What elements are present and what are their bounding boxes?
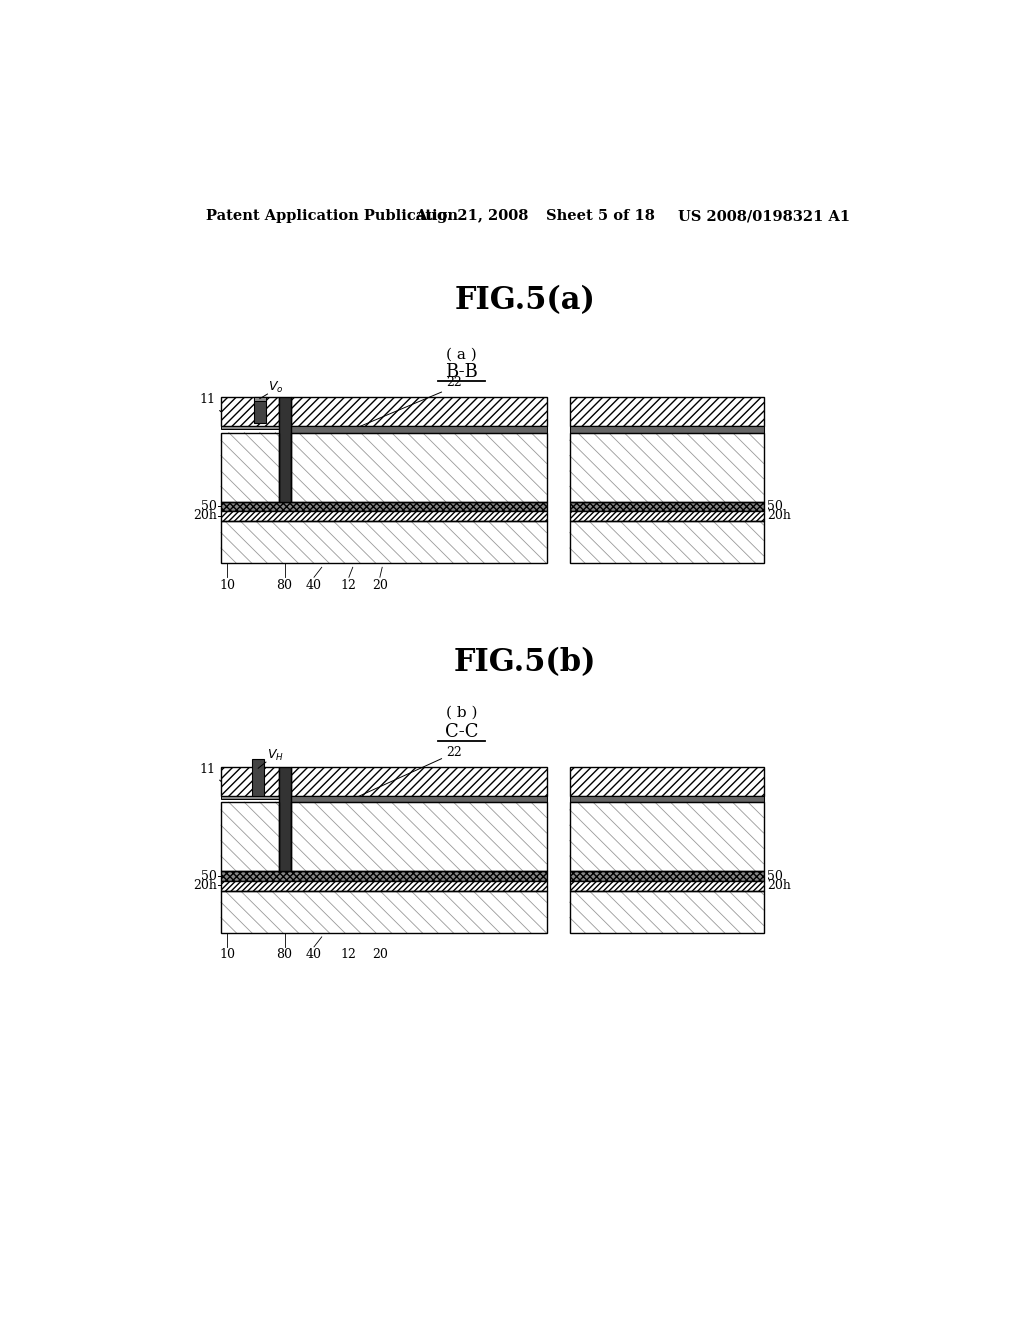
Bar (569, 511, 764, 521)
Bar (221, 891, 547, 933)
Bar (221, 871, 547, 880)
Text: 50: 50 (767, 500, 783, 513)
Bar (221, 433, 280, 502)
Bar (569, 767, 764, 796)
Bar (291, 426, 547, 433)
Text: 11: 11 (200, 393, 221, 412)
Text: 50: 50 (767, 870, 783, 883)
Text: 50: 50 (202, 500, 217, 513)
Text: 10: 10 (219, 949, 236, 961)
Bar (291, 803, 547, 871)
Bar (221, 511, 547, 521)
Bar (280, 767, 291, 871)
Text: Sheet 5 of 18: Sheet 5 of 18 (547, 209, 655, 223)
Bar (221, 880, 547, 891)
Text: 11: 11 (200, 763, 221, 781)
Bar (569, 871, 764, 880)
Bar (291, 433, 547, 502)
Text: 20: 20 (372, 949, 388, 961)
Bar (569, 397, 764, 426)
Text: Aug. 21, 2008: Aug. 21, 2008 (415, 209, 528, 223)
Text: C-C: C-C (444, 723, 478, 741)
Bar (254, 397, 266, 422)
Bar (569, 796, 764, 803)
Text: 20h: 20h (194, 510, 217, 523)
Bar (291, 796, 547, 803)
Text: 40: 40 (306, 949, 322, 961)
Bar (221, 502, 547, 511)
Text: 12: 12 (341, 579, 356, 591)
Bar (291, 397, 547, 426)
Text: ( a ): ( a ) (445, 347, 476, 362)
Text: ( b ): ( b ) (445, 706, 477, 719)
Bar (252, 759, 264, 796)
Text: FIG.5(b): FIG.5(b) (454, 647, 596, 678)
Bar (221, 796, 280, 799)
Text: 22: 22 (445, 376, 462, 389)
Bar (221, 803, 280, 871)
Text: 12: 12 (341, 949, 356, 961)
Text: Patent Application Publication: Patent Application Publication (206, 209, 458, 223)
Bar (569, 803, 764, 871)
Text: 40: 40 (306, 579, 322, 591)
Text: 80: 80 (276, 579, 293, 591)
Bar (569, 880, 764, 891)
Bar (291, 767, 547, 796)
Bar (254, 397, 266, 401)
Bar (280, 397, 291, 502)
Text: US 2008/0198321 A1: US 2008/0198321 A1 (678, 209, 850, 223)
Bar (221, 767, 280, 796)
Text: 10: 10 (219, 579, 236, 591)
Text: 20h: 20h (767, 510, 792, 523)
Text: $V_o$: $V_o$ (268, 380, 284, 395)
Bar (569, 502, 764, 511)
Bar (221, 426, 280, 429)
Text: 80: 80 (276, 949, 293, 961)
Text: $V_H$: $V_H$ (266, 747, 284, 763)
Text: 20h: 20h (194, 879, 217, 892)
Bar (569, 426, 764, 433)
Text: FIG.5(a): FIG.5(a) (455, 285, 595, 317)
Bar (569, 433, 764, 502)
Text: 22: 22 (445, 746, 462, 759)
Bar (221, 397, 280, 426)
Text: 50: 50 (202, 870, 217, 883)
Text: B-B: B-B (444, 363, 477, 381)
Bar (569, 521, 764, 564)
Bar (569, 891, 764, 933)
Text: 20h: 20h (767, 879, 792, 892)
Text: 20: 20 (372, 579, 388, 591)
Bar (221, 521, 547, 564)
